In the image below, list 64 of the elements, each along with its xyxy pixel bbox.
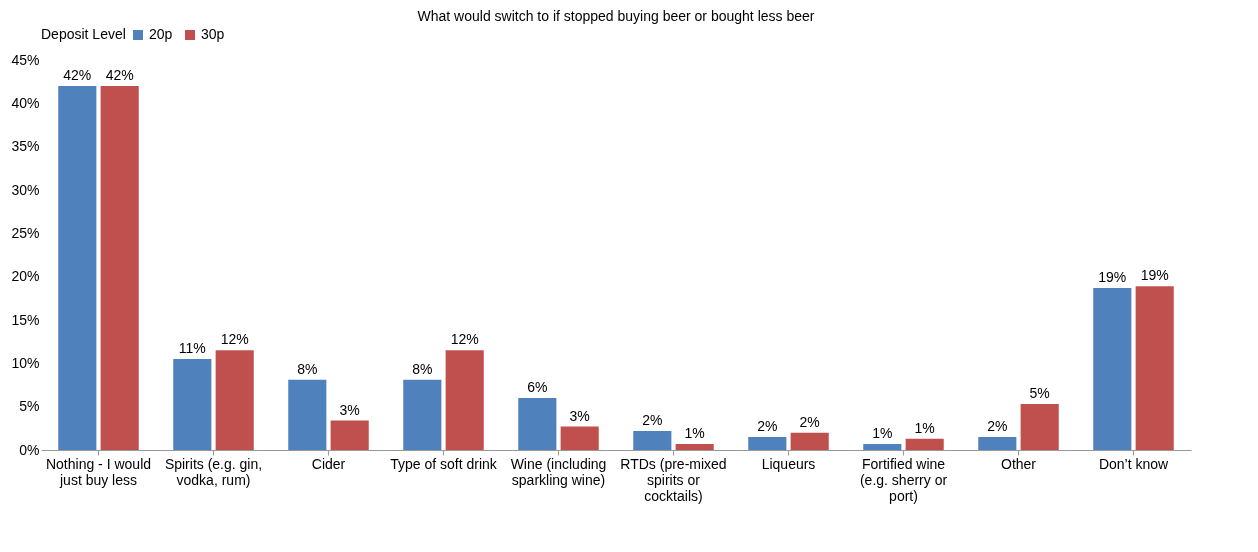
y-tick-label: 20% <box>11 268 40 285</box>
data-label: 3% <box>339 401 360 418</box>
legend-title: Deposit Level <box>41 26 126 42</box>
data-label: 3% <box>569 407 590 424</box>
bar <box>330 420 369 450</box>
x-tick-label: Wine (including sparkling wine) <box>510 455 607 488</box>
bar <box>1020 404 1059 450</box>
y-tick-label: 45% <box>11 51 40 68</box>
y-tick-label: 25% <box>11 224 40 241</box>
x-tick-label: Cider <box>311 455 346 472</box>
bar <box>1135 286 1174 450</box>
x-tick-label: Spirits (e.g. gin, vodka, rum) <box>164 455 263 488</box>
y-tick-label: 0% <box>19 441 40 458</box>
data-label: 11% <box>178 340 206 356</box>
data-label: 1% <box>684 424 705 441</box>
bar <box>1093 287 1132 450</box>
data-label: 2% <box>642 411 663 428</box>
data-label: 2% <box>799 413 820 430</box>
y-tick-label: 35% <box>11 138 40 155</box>
bar <box>905 438 944 450</box>
x-tick-label: Don’t know <box>1098 455 1170 472</box>
data-label: 1% <box>872 424 893 441</box>
data-label: 2% <box>757 418 778 434</box>
bar <box>633 430 672 450</box>
data-label: 42% <box>105 67 134 83</box>
chart-title: What would switch to if stopped buying beer or bought less beer <box>417 8 815 24</box>
data-label: 8% <box>297 360 318 377</box>
bar <box>58 86 97 450</box>
bar <box>675 443 714 450</box>
data-label: 12% <box>220 331 249 348</box>
bar <box>445 350 484 450</box>
bar <box>288 379 327 450</box>
x-tick-label: Nothing - I would just buy less <box>45 455 152 488</box>
x-tick-label: Other <box>1000 455 1037 472</box>
bar <box>173 359 212 450</box>
y-tick-label: 15% <box>11 311 40 328</box>
x-tick-label: RTDs (pre-mixed spirits or cocktails) <box>620 455 727 504</box>
legend-label: 30p <box>201 26 225 42</box>
bar <box>790 432 829 450</box>
bar <box>403 379 442 450</box>
data-label: 42% <box>63 67 92 83</box>
x-tick-label: Type of soft drink <box>390 455 498 472</box>
y-tick-label: 30% <box>11 181 40 198</box>
legend-label: 20p <box>149 26 173 42</box>
x-tick-label: Liqueurs <box>761 455 816 472</box>
bar <box>748 437 787 450</box>
bar <box>560 426 599 450</box>
data-label: 2% <box>987 418 1008 434</box>
y-tick-label: 5% <box>19 398 40 415</box>
bar <box>978 437 1017 450</box>
y-tick-label: 40% <box>11 94 40 111</box>
bar <box>518 398 557 450</box>
bar <box>215 350 254 450</box>
y-tick-label: 10% <box>11 354 40 371</box>
data-label: 19% <box>1140 267 1169 284</box>
bar <box>100 86 139 450</box>
data-label: 8% <box>412 360 433 377</box>
bar <box>863 443 902 450</box>
x-tick-label: Fortified wine (e.g. sherry or port) <box>859 455 948 504</box>
data-label: 12% <box>450 331 479 348</box>
data-label: 6% <box>527 379 548 395</box>
data-label: 1% <box>914 419 935 436</box>
data-label: 5% <box>1029 385 1050 402</box>
data-label: 19% <box>1098 268 1127 285</box>
